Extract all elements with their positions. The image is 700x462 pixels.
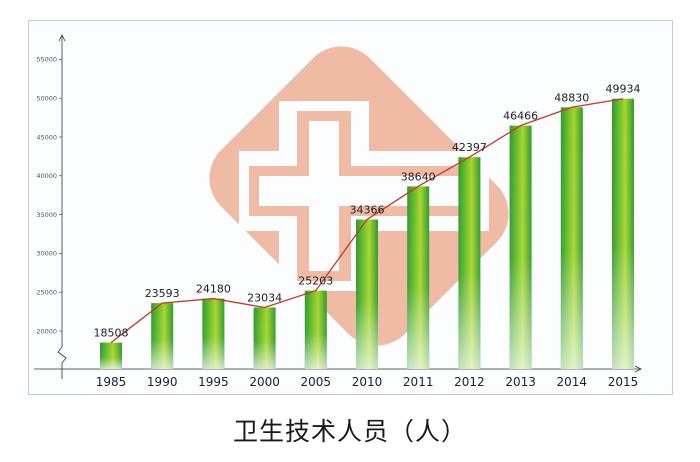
bar-shine <box>202 298 225 369</box>
x-tick-label: 2014 <box>557 375 588 389</box>
bar <box>100 342 122 369</box>
bar-shine <box>612 98 634 369</box>
bar-shine <box>458 157 481 369</box>
bar <box>202 298 225 369</box>
data-label: 34366 <box>350 204 385 217</box>
chart-caption: 卫生技术人员（人） <box>232 417 467 446</box>
x-tick-label: 2015 <box>608 375 639 389</box>
y-tick-label: 55000 <box>36 56 57 64</box>
x-tick-label: 2010 <box>352 375 383 389</box>
chart-frame: 20000 25000 30000 35000 40000 45000 50000 55000… <box>28 20 673 395</box>
y-tick-label: 20000 <box>36 327 57 335</box>
health-cross-logo <box>209 46 509 346</box>
data-label: 23593 <box>145 287 180 300</box>
data-label: 42397 <box>452 141 487 154</box>
data-label: 49934 <box>606 83 641 96</box>
chart-svg: 20000 25000 30000 35000 40000 45000 50000 55000… <box>34 34 642 389</box>
bar <box>356 219 378 369</box>
y-axis-arrow <box>58 34 66 42</box>
data-label: 38640 <box>401 170 436 183</box>
data-labels: 18508 23593 24180 23034 25203 34366 38640 42397… <box>94 83 641 340</box>
bar-shine <box>356 219 378 369</box>
bar <box>560 107 583 369</box>
bar <box>304 290 327 369</box>
x-tick-label: 2000 <box>249 375 280 389</box>
data-label: 48830 <box>554 91 589 104</box>
bars <box>100 98 634 369</box>
x-tick-label: 2011 <box>403 375 434 389</box>
bar <box>253 307 276 369</box>
axis-break-mark <box>57 346 67 379</box>
bar-shine <box>253 307 276 369</box>
data-label: 46466 <box>503 110 538 123</box>
x-tick-label: 1990 <box>147 375 178 389</box>
bar <box>612 98 634 369</box>
data-label: 24180 <box>196 283 231 296</box>
y-tick-label: 40000 <box>36 172 57 180</box>
x-tick-label: 1985 <box>96 375 127 389</box>
bar-shine <box>560 107 583 369</box>
x-tick-label: 2013 <box>505 375 536 389</box>
bar-shine <box>304 290 327 369</box>
data-label: 25203 <box>298 275 333 288</box>
bar <box>151 303 174 369</box>
x-tick-label: 2012 <box>454 375 485 389</box>
x-axis-arrow <box>634 365 642 373</box>
x-tick-label: 2005 <box>301 375 332 389</box>
data-label: 18508 <box>94 327 129 340</box>
y-tick-label: 45000 <box>36 133 57 141</box>
bar-shine <box>151 303 174 369</box>
x-tick-label: 1995 <box>198 375 229 389</box>
trend-line <box>110 98 624 344</box>
x-tick-labels: 1985 1990 1995 2000 2005 2010 2011 2012 2013 2014… <box>96 375 639 389</box>
bar <box>407 186 430 369</box>
trend-line-layer <box>110 98 624 344</box>
y-tick-label: 25000 <box>36 289 57 297</box>
bar <box>458 157 481 369</box>
bar-shine <box>100 342 122 369</box>
y-tick-label: 30000 <box>36 250 57 258</box>
axes <box>34 34 642 379</box>
bar-shine <box>407 186 430 369</box>
y-ticks: 20000 25000 30000 35000 40000 45000 50000 55000 <box>36 56 62 335</box>
bar-shine <box>509 125 532 369</box>
y-tick-label: 50000 <box>36 95 57 103</box>
bar <box>509 125 532 369</box>
y-tick-label: 35000 <box>36 211 57 219</box>
data-label: 23034 <box>247 291 282 304</box>
